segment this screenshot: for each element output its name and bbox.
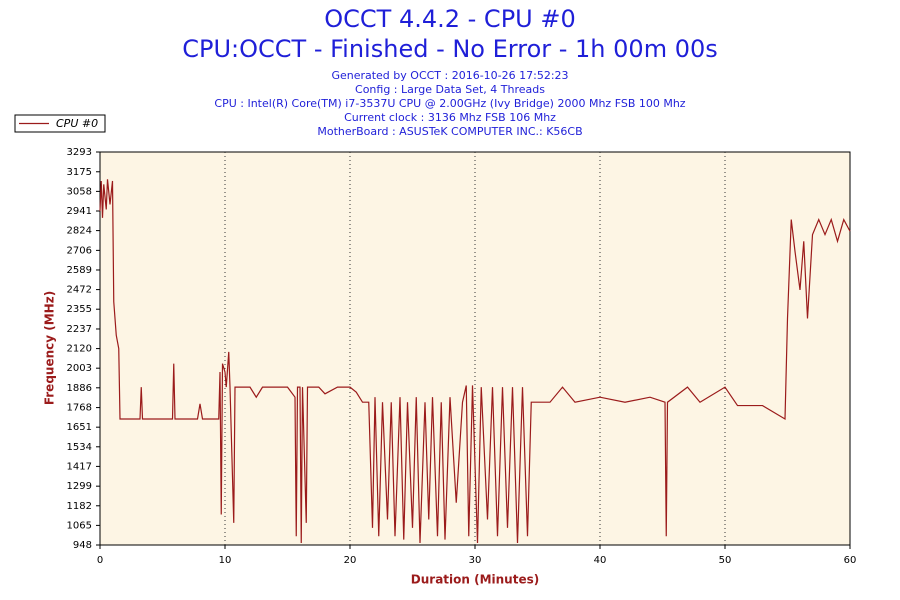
y-tick-label: 1886 xyxy=(67,383,92,394)
info-line: CPU : Intel(R) Core(TM) i7-3537U CPU @ 2… xyxy=(214,97,685,110)
y-tick-label: 2355 xyxy=(67,304,92,315)
y-tick-label: 1768 xyxy=(67,403,92,414)
y-tick-label: 2003 xyxy=(67,363,92,374)
x-tick-label: 10 xyxy=(219,555,232,566)
x-tick-label: 30 xyxy=(469,555,482,566)
y-tick-label: 2706 xyxy=(67,245,92,256)
y-tick-label: 1651 xyxy=(67,422,92,433)
y-tick-label: 948 xyxy=(73,540,92,551)
data-line xyxy=(99,179,851,544)
y-tick-label: 1534 xyxy=(67,442,92,453)
x-axis-label: Duration (Minutes) xyxy=(411,573,539,587)
info-line: Config : Large Data Set, 4 Threads xyxy=(355,83,545,96)
x-tick-label: 60 xyxy=(844,555,857,566)
y-tick-label: 3293 xyxy=(67,147,92,158)
y-tick-label: 2589 xyxy=(67,265,92,276)
y-tick-label: 2237 xyxy=(67,324,92,335)
legend-box xyxy=(14,114,106,133)
info-line: Current clock : 3136 Mhz FSB 106 Mhz xyxy=(344,111,556,124)
x-tick-label: 40 xyxy=(594,555,607,566)
y-tick-label: 3175 xyxy=(67,167,92,178)
x-tick-label: 0 xyxy=(97,555,103,566)
y-tick-label: 1065 xyxy=(67,520,92,531)
y-tick-label: 1417 xyxy=(67,461,92,472)
y-tick-label: 2472 xyxy=(67,285,92,296)
chart-title: OCCT 4.4.2 - CPU #0 xyxy=(324,5,575,33)
info-line: Generated by OCCT : 2016-10-26 17:52:23 xyxy=(331,69,568,82)
y-tick-label: 1299 xyxy=(67,481,92,492)
x-tick-label: 20 xyxy=(344,555,357,566)
y-tick-label: 2120 xyxy=(67,344,92,355)
y-tick-label: 3058 xyxy=(67,186,92,197)
legend-label: CPU #0 xyxy=(56,117,98,130)
y-axis-label: Frequency (MHz) xyxy=(43,291,57,405)
y-tick-label: 1182 xyxy=(67,501,92,512)
chart-subtitle: CPU:OCCT - Finished - No Error - 1h 00m … xyxy=(182,35,718,63)
y-tick-label: 2824 xyxy=(67,226,92,237)
x-tick-label: 50 xyxy=(719,555,732,566)
info-line: MotherBoard : ASUSTeK COMPUTER INC.: K56… xyxy=(317,125,582,138)
y-tick-label: 2941 xyxy=(67,206,92,217)
